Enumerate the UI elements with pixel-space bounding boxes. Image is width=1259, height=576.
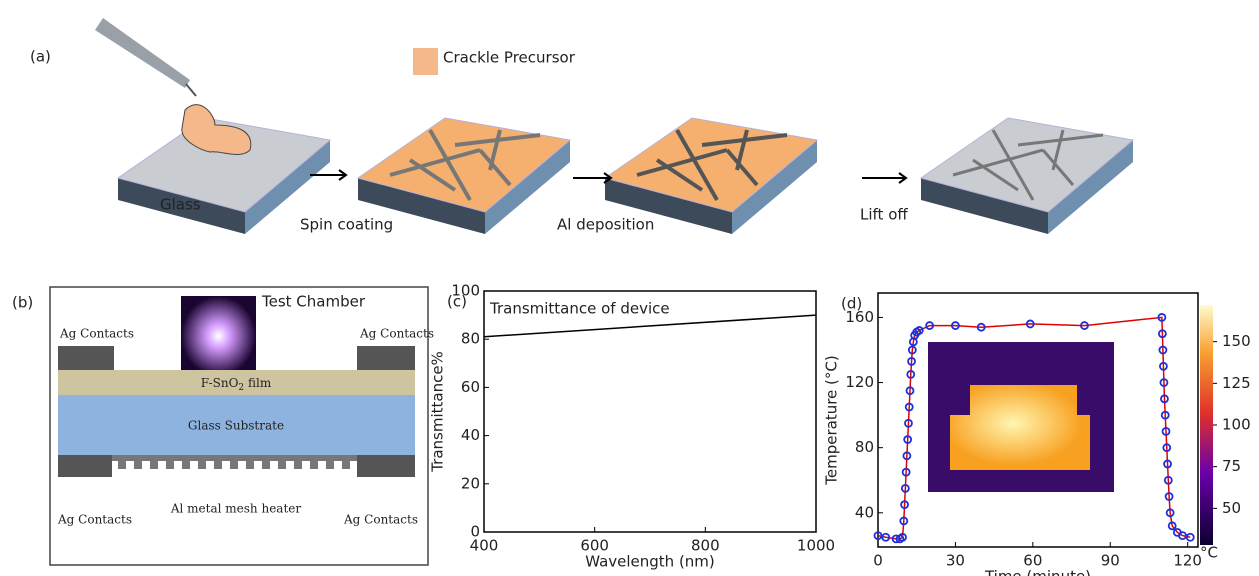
panel-a: (a) Crackle Precursor Glass Spin coating… — [30, 18, 1133, 234]
mesh-line — [342, 461, 350, 469]
contact-label: Ag Contacts — [359, 327, 434, 341]
x-tick-label: 120 — [1173, 552, 1202, 570]
panel-b: (b) Test Chamber Ag Contacts Ag Contacts… — [12, 287, 434, 565]
x-tick-label: 0 — [873, 552, 883, 570]
thermal-image — [928, 342, 1114, 492]
mesh-line — [326, 461, 334, 469]
y-tick-label: 120 — [845, 373, 874, 391]
colorbar-label: °C — [1200, 544, 1218, 562]
colorbar-tick-label: 150 — [1222, 332, 1251, 350]
x-tick-label: 90 — [1101, 552, 1120, 570]
step-label: Al deposition — [557, 216, 654, 234]
legend-text: Crackle Precursor — [443, 49, 576, 67]
dropper-tip — [186, 84, 196, 96]
chamber-label: Test Chamber — [261, 293, 366, 311]
mesh-line — [310, 461, 318, 469]
x-tick-label: 1000 — [797, 537, 835, 555]
x-tick-label: 30 — [946, 552, 965, 570]
contact-label: Ag Contacts — [57, 513, 132, 527]
mesh-line — [182, 461, 190, 469]
y-axis-label: Transmittance% — [429, 351, 447, 473]
x-axis-label: Wavelength (nm) — [585, 553, 715, 571]
contact-label: Ag Contacts — [59, 327, 134, 341]
panel-label: (b) — [12, 294, 33, 312]
heater-label: Al metal mesh heater — [170, 502, 302, 516]
x-axis-label: Time (minute) — [984, 568, 1091, 576]
mesh-line — [150, 461, 158, 469]
contact — [58, 346, 114, 370]
mesh-line — [214, 461, 222, 469]
y-tick-label: 80 — [855, 438, 874, 456]
chart-title: Transmittance of device — [489, 300, 670, 318]
mesh-line — [198, 461, 206, 469]
step-label: Spin coating — [300, 216, 393, 234]
mesh-line — [262, 461, 270, 469]
step-label: Glass — [160, 196, 201, 214]
colorbar-tick-label: 50 — [1222, 499, 1241, 517]
contact — [357, 455, 415, 477]
colorbar-tick-label: 125 — [1222, 374, 1251, 392]
y-tick-label: 160 — [845, 308, 874, 326]
y-tick-label: 40 — [855, 503, 874, 521]
step-label: Lift off — [860, 206, 908, 224]
y-tick-label: 20 — [461, 474, 480, 492]
mesh-line — [166, 461, 174, 469]
panel-label: (a) — [30, 48, 51, 66]
contact — [58, 455, 112, 477]
plot-frame — [484, 291, 816, 532]
film-text: F-SnO — [201, 376, 239, 390]
substrate-label: Glass Substrate — [188, 419, 284, 433]
mesh-line — [294, 461, 302, 469]
y-tick-label: 40 — [461, 426, 480, 444]
y-tick-label: 100 — [451, 282, 480, 300]
dropper — [95, 18, 190, 88]
data-line — [484, 315, 816, 337]
colorbar — [1200, 305, 1213, 545]
colorbar-tick-label: 100 — [1222, 416, 1251, 434]
y-tick-label: 60 — [461, 378, 480, 396]
legend-swatch — [413, 48, 438, 75]
colorbar-tick-label: 75 — [1222, 457, 1241, 475]
y-tick-label: 80 — [461, 330, 480, 348]
contact — [357, 346, 415, 370]
mesh-line — [134, 461, 142, 469]
mesh-line — [278, 461, 286, 469]
y-axis-label: Temperature (°C) — [823, 355, 841, 485]
mesh-line — [230, 461, 238, 469]
figure: (a) Crackle Precursor Glass Spin coating… — [0, 0, 1259, 576]
y-tick-label: 0 — [470, 523, 480, 541]
mesh-line — [118, 461, 126, 469]
mesh-line — [246, 461, 254, 469]
film-suffix: film — [244, 376, 272, 390]
contact-label: Ag Contacts — [343, 513, 418, 527]
chamber-photo — [181, 296, 256, 376]
